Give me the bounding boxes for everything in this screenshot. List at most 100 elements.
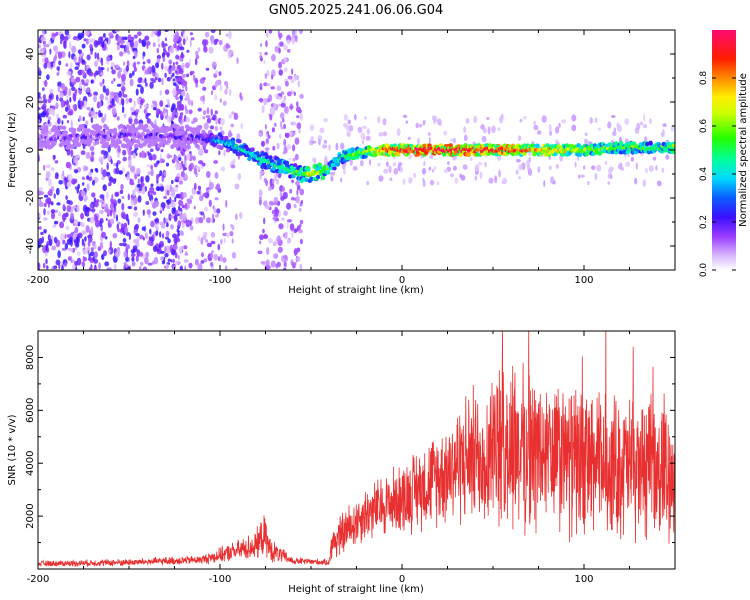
noise-point bbox=[74, 169, 79, 174]
noise-point bbox=[56, 72, 60, 76]
noise-point bbox=[99, 217, 104, 224]
noise-point bbox=[187, 198, 192, 204]
noise-point bbox=[589, 117, 593, 124]
ridge-point bbox=[58, 125, 64, 130]
ridge-point bbox=[111, 137, 116, 142]
ridge-point bbox=[584, 152, 589, 157]
noise-point bbox=[558, 122, 561, 128]
noise-point bbox=[433, 116, 436, 125]
noise-point bbox=[185, 108, 189, 115]
noise-point bbox=[147, 58, 151, 64]
colorbar-tick-label: 0.2 bbox=[699, 215, 709, 229]
noise-point bbox=[515, 169, 519, 175]
noise-point bbox=[483, 127, 487, 134]
noise-point bbox=[272, 145, 276, 151]
noise-point bbox=[232, 158, 236, 164]
noise-point bbox=[128, 159, 132, 166]
noise-point bbox=[70, 212, 75, 221]
ridge-point bbox=[237, 139, 242, 144]
noise-point bbox=[210, 240, 216, 245]
noise-point bbox=[170, 259, 173, 263]
noise-point bbox=[228, 130, 232, 138]
noise-point bbox=[407, 153, 413, 160]
noise-point bbox=[158, 43, 161, 48]
noise-point bbox=[393, 168, 399, 175]
noise-point bbox=[173, 215, 178, 222]
ridge-point bbox=[335, 162, 340, 167]
noise-point bbox=[77, 32, 83, 40]
noise-point bbox=[497, 127, 501, 132]
noise-point bbox=[101, 116, 105, 124]
noise-point bbox=[172, 111, 175, 120]
noise-point bbox=[151, 30, 154, 35]
noise-point bbox=[561, 119, 567, 124]
noise-point bbox=[157, 37, 160, 43]
noise-point bbox=[53, 236, 58, 244]
noise-point bbox=[295, 180, 300, 187]
noise-point bbox=[112, 209, 115, 216]
noise-point bbox=[57, 117, 61, 125]
ridge-core-point bbox=[175, 132, 180, 137]
noise-point bbox=[266, 265, 272, 269]
noise-point bbox=[89, 43, 93, 50]
ridge-point bbox=[109, 128, 114, 134]
noise-point bbox=[202, 116, 206, 120]
noise-point bbox=[47, 119, 50, 124]
noise-point bbox=[194, 57, 198, 66]
noise-point bbox=[84, 236, 87, 242]
noise-point bbox=[48, 188, 53, 197]
noise-point bbox=[88, 71, 94, 77]
ridge-point bbox=[86, 128, 92, 133]
noise-point bbox=[74, 226, 79, 234]
noise-point bbox=[548, 155, 552, 160]
y-tick-label: -40 bbox=[25, 238, 36, 254]
noise-point bbox=[134, 223, 139, 230]
noise-point bbox=[293, 75, 298, 81]
noise-point bbox=[383, 168, 389, 174]
noise-point bbox=[72, 205, 77, 209]
noise-point bbox=[102, 85, 106, 93]
ridge-point bbox=[256, 154, 262, 159]
noise-point bbox=[491, 125, 496, 134]
noise-point bbox=[167, 258, 171, 262]
noise-point bbox=[265, 138, 269, 145]
figure-title: GN05.2025.241.06.06.G04 bbox=[269, 3, 444, 18]
noise-point bbox=[261, 105, 265, 114]
noise-point bbox=[469, 157, 473, 162]
noise-point bbox=[665, 154, 670, 160]
noise-point bbox=[555, 126, 560, 134]
noise-point bbox=[68, 88, 72, 97]
noise-point bbox=[106, 67, 110, 72]
noise-point bbox=[138, 251, 144, 257]
noise-point bbox=[195, 258, 199, 266]
noise-point bbox=[286, 202, 292, 210]
noise-point bbox=[280, 102, 286, 108]
noise-point bbox=[109, 218, 115, 225]
ridge-point bbox=[178, 130, 183, 135]
noise-point bbox=[218, 39, 223, 46]
noise-point bbox=[164, 89, 170, 95]
noise-point bbox=[71, 45, 77, 54]
noise-point bbox=[271, 74, 274, 80]
noise-point bbox=[146, 43, 149, 49]
noise-point bbox=[189, 225, 194, 231]
noise-point bbox=[655, 165, 658, 171]
noise-point bbox=[286, 143, 292, 150]
noise-point bbox=[591, 165, 596, 170]
noise-point bbox=[170, 215, 175, 219]
ridge-point bbox=[247, 156, 252, 162]
noise-point bbox=[72, 232, 77, 240]
noise-point bbox=[66, 234, 72, 238]
noise-point bbox=[105, 96, 108, 101]
noise-point bbox=[239, 211, 243, 219]
noise-point bbox=[202, 110, 207, 116]
noise-point bbox=[55, 113, 60, 120]
noise-point bbox=[206, 107, 210, 115]
noise-point bbox=[176, 111, 179, 117]
noise-point bbox=[79, 100, 85, 107]
noise-point bbox=[162, 206, 165, 211]
ridge-core-point bbox=[140, 132, 145, 136]
noise-point bbox=[105, 218, 108, 221]
noise-point bbox=[619, 162, 623, 170]
noise-point bbox=[76, 257, 82, 266]
